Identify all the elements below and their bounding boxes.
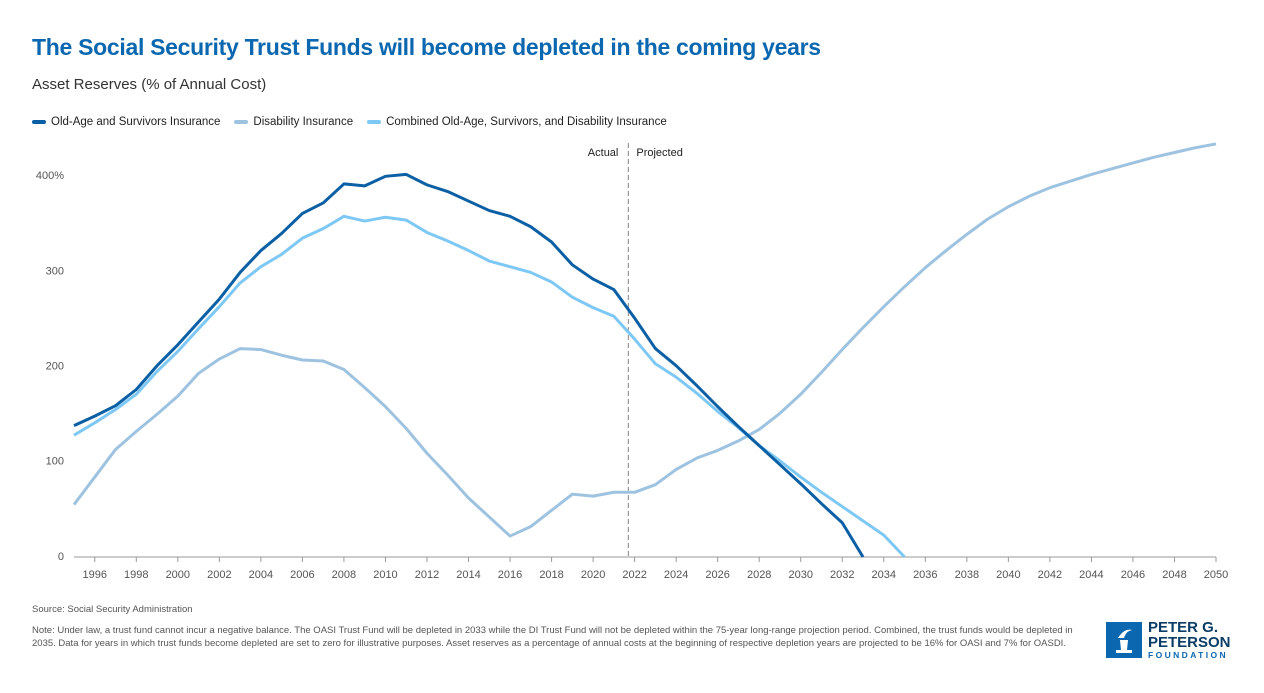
x-tick-label: 2008 (332, 569, 356, 581)
y-tick-label: 100 (46, 456, 64, 468)
chart: 0 100 200 300 400% 1996 1998 2000 2002 2004 2006 20… (36, 142, 1228, 581)
x-tick-label: 2030 (788, 569, 812, 581)
logo: PETER G. PETERSON FOUNDATION (1106, 620, 1231, 660)
logo-text: PETER G. PETERSON FOUNDATION (1148, 620, 1231, 660)
line (72, 142, 1217, 538)
x-tick-label: 2040 (996, 569, 1020, 581)
x-tick-label: 1996 (83, 569, 107, 581)
logo-line: PETER G. (1148, 619, 1219, 636)
source: Source: Social Security Administration (32, 604, 193, 615)
x-tick-label: 2012 (415, 569, 439, 581)
x-tick-label: 2010 (373, 569, 397, 581)
chart-subtitle: Asset Reserves (% of Annual Cost) (32, 76, 267, 93)
x-tick-label: 2042 (1038, 569, 1062, 581)
x-tick-label: 2004 (249, 569, 273, 581)
x-tick-label: 2036 (913, 569, 937, 581)
y-tick-label: 300 (46, 265, 64, 277)
divider-label: Projected (636, 147, 682, 159)
x-tick-label: 2028 (747, 569, 771, 581)
y-tick-label: 200 (46, 361, 64, 373)
note: Note: Under law, a trust fund cannot inc… (32, 625, 1073, 649)
x-tick-label: 2032 (830, 569, 854, 581)
x-tick-label: 2046 (1121, 569, 1145, 581)
line (73, 214, 906, 559)
divider-label: Actual (588, 147, 619, 159)
logo-line: PETERSON (1148, 634, 1231, 651)
x-tick-label: 2044 (1079, 569, 1103, 581)
x-tick-label: 2038 (955, 569, 979, 581)
legend-item: Old-Age and Survivors Insurance (32, 116, 220, 128)
x-tick-label: 2014 (456, 569, 480, 581)
legend-label: Old-Age and Survivors Insurance (51, 116, 221, 128)
x-tick-label: 2002 (207, 569, 231, 581)
y-tick-label: 0 (58, 551, 64, 563)
x-tick-label: 2024 (664, 569, 688, 581)
legend-label: Combined Old-Age, Survivors, and Disabil… (386, 116, 667, 128)
logo-line: FOUNDATION (1148, 650, 1229, 660)
x-tick-label: 2018 (539, 569, 563, 581)
x-tick-label: 2000 (166, 569, 190, 581)
line (73, 172, 865, 558)
x-tick-label: 2048 (1162, 569, 1186, 581)
x-tick-label: 2006 (290, 569, 314, 581)
legend-label: Disability Insurance (253, 116, 354, 128)
logo-icon (1106, 622, 1142, 658)
x-tick-label: 2020 (581, 569, 605, 581)
legend-swatch (234, 120, 249, 124)
x-tick-label: 1998 (124, 569, 148, 581)
x-tick-label: 2026 (705, 569, 729, 581)
legend-item: Combined Old-Age, Survivors, and Disabil… (367, 116, 667, 128)
x-tick-label: 2034 (872, 569, 896, 581)
x-tick-label: 2050 (1204, 569, 1228, 581)
legend-swatch (32, 120, 46, 124)
legend: Old-Age and Survivors Insurance Disabilit… (32, 116, 667, 128)
x-tick-label: 2016 (498, 569, 522, 581)
x-tick-label: 2022 (622, 569, 646, 581)
legend-item: Disability Insurance (234, 116, 353, 128)
legend-swatch (367, 120, 382, 124)
y-tick-label: 400% (36, 170, 64, 182)
chart-title: The Social Security Trust Funds will bec… (32, 34, 821, 60)
